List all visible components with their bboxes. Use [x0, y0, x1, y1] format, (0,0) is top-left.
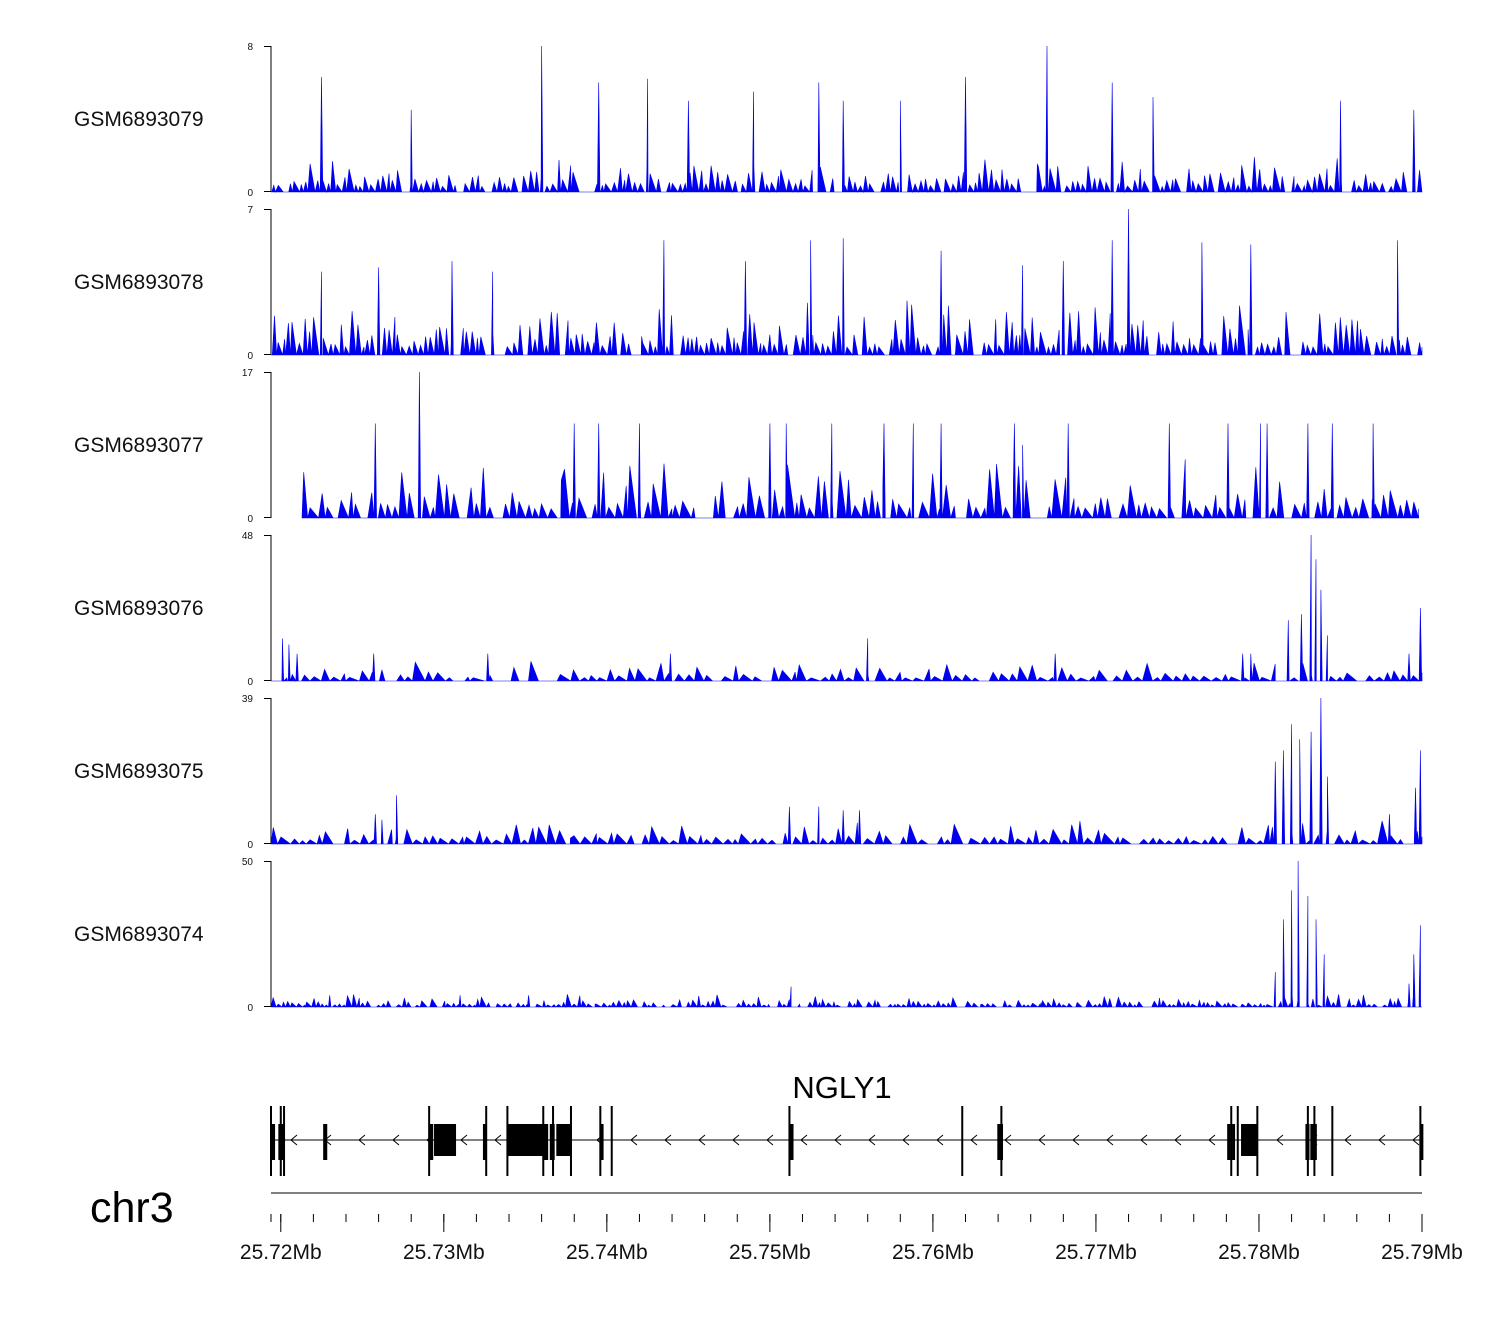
- track-label: GSM6893078: [74, 271, 204, 294]
- strand-arrow: [460, 1134, 468, 1146]
- track-GSM6893076: GSM6893076 48 0: [74, 531, 1423, 688]
- track-GSM6893074: GSM6893074 50 0: [74, 857, 1422, 1014]
- exon-block: [1312, 1124, 1317, 1160]
- coverage-area: [271, 45, 1423, 194]
- gene-name-label: NGLY1: [792, 1070, 891, 1105]
- exon-block: [599, 1124, 604, 1160]
- y-axis-max-label: 17: [242, 368, 254, 379]
- exon-block: [556, 1124, 571, 1156]
- strand-arrow: [1174, 1134, 1182, 1146]
- exon-block: [789, 1124, 794, 1160]
- exon-block: [434, 1124, 457, 1156]
- y-axis-zero-label: 0: [247, 677, 253, 688]
- axis-tick-label: 25.72Mb: [240, 1241, 322, 1264]
- y-axis-zero-label: 0: [247, 351, 253, 362]
- axis-tick-label: 25.76Mb: [892, 1241, 974, 1264]
- strand-arrow: [1106, 1134, 1114, 1146]
- track-GSM6893077: GSM6893077 17 0: [74, 368, 1419, 525]
- exon-block: [543, 1124, 549, 1160]
- exon-block: [997, 1124, 1004, 1160]
- track-GSM6893075: GSM6893075 39 0: [74, 694, 1423, 851]
- y-axis-zero-label: 0: [247, 514, 253, 525]
- strand-arrow: [698, 1134, 706, 1146]
- y-axis-zero-label: 0: [247, 188, 253, 199]
- coverage-area: [301, 371, 1419, 520]
- exon-block: [278, 1124, 285, 1160]
- axis-tick-label: 25.75Mb: [729, 1241, 811, 1264]
- strand-arrow: [834, 1134, 842, 1146]
- exon-block: [271, 1124, 276, 1160]
- coverage-area: [270, 697, 1423, 846]
- exon-block: [1420, 1124, 1424, 1160]
- y-axis-zero-label: 0: [247, 1003, 253, 1014]
- exon-block: [1241, 1124, 1258, 1156]
- strand-arrow: [868, 1134, 876, 1146]
- strand-arrow: [358, 1134, 366, 1146]
- track-label: GSM6893077: [74, 434, 204, 457]
- strand-arrow: [902, 1134, 910, 1146]
- strand-arrow: [1140, 1134, 1148, 1146]
- track-label: GSM6893075: [74, 760, 204, 783]
- strand-arrow: [970, 1134, 978, 1146]
- strand-arrow: [936, 1134, 944, 1146]
- gene-model-track: NGLY1: [270, 1070, 1424, 1176]
- chromosome-label: chr3: [90, 1184, 174, 1232]
- axis-tick-label: 25.78Mb: [1218, 1241, 1300, 1264]
- strand-arrow: [1072, 1134, 1080, 1146]
- exon-block: [323, 1124, 328, 1160]
- exon-block: [549, 1124, 555, 1160]
- strand-arrow: [1344, 1134, 1352, 1146]
- strand-arrow: [392, 1134, 400, 1146]
- axis-tick-label: 25.74Mb: [566, 1241, 648, 1264]
- strand-arrow: [1004, 1134, 1012, 1146]
- exon-block: [1232, 1124, 1236, 1160]
- y-axis-max-label: 48: [242, 531, 254, 542]
- coverage-area: [270, 860, 1422, 1009]
- track-label: GSM6893074: [74, 923, 204, 946]
- strand-arrow: [1038, 1134, 1046, 1146]
- axis-tick-label: 25.73Mb: [403, 1241, 485, 1264]
- y-axis-zero-label: 0: [247, 840, 253, 851]
- strand-arrow: [290, 1134, 298, 1146]
- exon-block: [1305, 1124, 1310, 1160]
- track-label: GSM6893079: [74, 108, 204, 131]
- strand-arrow: [1276, 1134, 1284, 1146]
- exon-block: [507, 1124, 545, 1156]
- strand-arrow: [630, 1134, 638, 1146]
- y-axis-max-label: 7: [247, 205, 253, 216]
- strand-arrow: [664, 1134, 672, 1146]
- strand-arrow: [766, 1134, 774, 1146]
- track-GSM6893078: GSM6893078 7 0: [74, 205, 1423, 362]
- exon-block: [429, 1124, 434, 1160]
- strand-arrow: [494, 1134, 502, 1146]
- track-GSM6893079: GSM6893079 8 0: [74, 42, 1423, 199]
- axis-tick-label: 25.79Mb: [1381, 1241, 1463, 1264]
- strand-arrow: [1412, 1134, 1420, 1146]
- y-axis-max-label: 39: [242, 694, 254, 705]
- exon-block: [482, 1124, 487, 1160]
- strand-arrow: [1378, 1134, 1386, 1146]
- strand-arrow: [800, 1134, 808, 1146]
- strand-arrow: [1208, 1134, 1216, 1146]
- y-axis-max-label: 8: [247, 42, 253, 53]
- axis-tick-label: 25.77Mb: [1055, 1241, 1137, 1264]
- coverage-area: [271, 534, 1423, 683]
- track-label: GSM6893076: [74, 597, 204, 620]
- genome-axis: chr3 25.72Mb 25.73Mb 25.74Mb 25.75Mb 25.76Mb…: [90, 1184, 1463, 1264]
- coverage-tracks: GSM689307980GSM689307870GSM6893077170GSM…: [74, 42, 1423, 1014]
- y-axis-max-label: 50: [242, 857, 254, 868]
- coverage-area: [271, 208, 1423, 357]
- exon-block: [1227, 1124, 1231, 1160]
- strand-arrow: [732, 1134, 740, 1146]
